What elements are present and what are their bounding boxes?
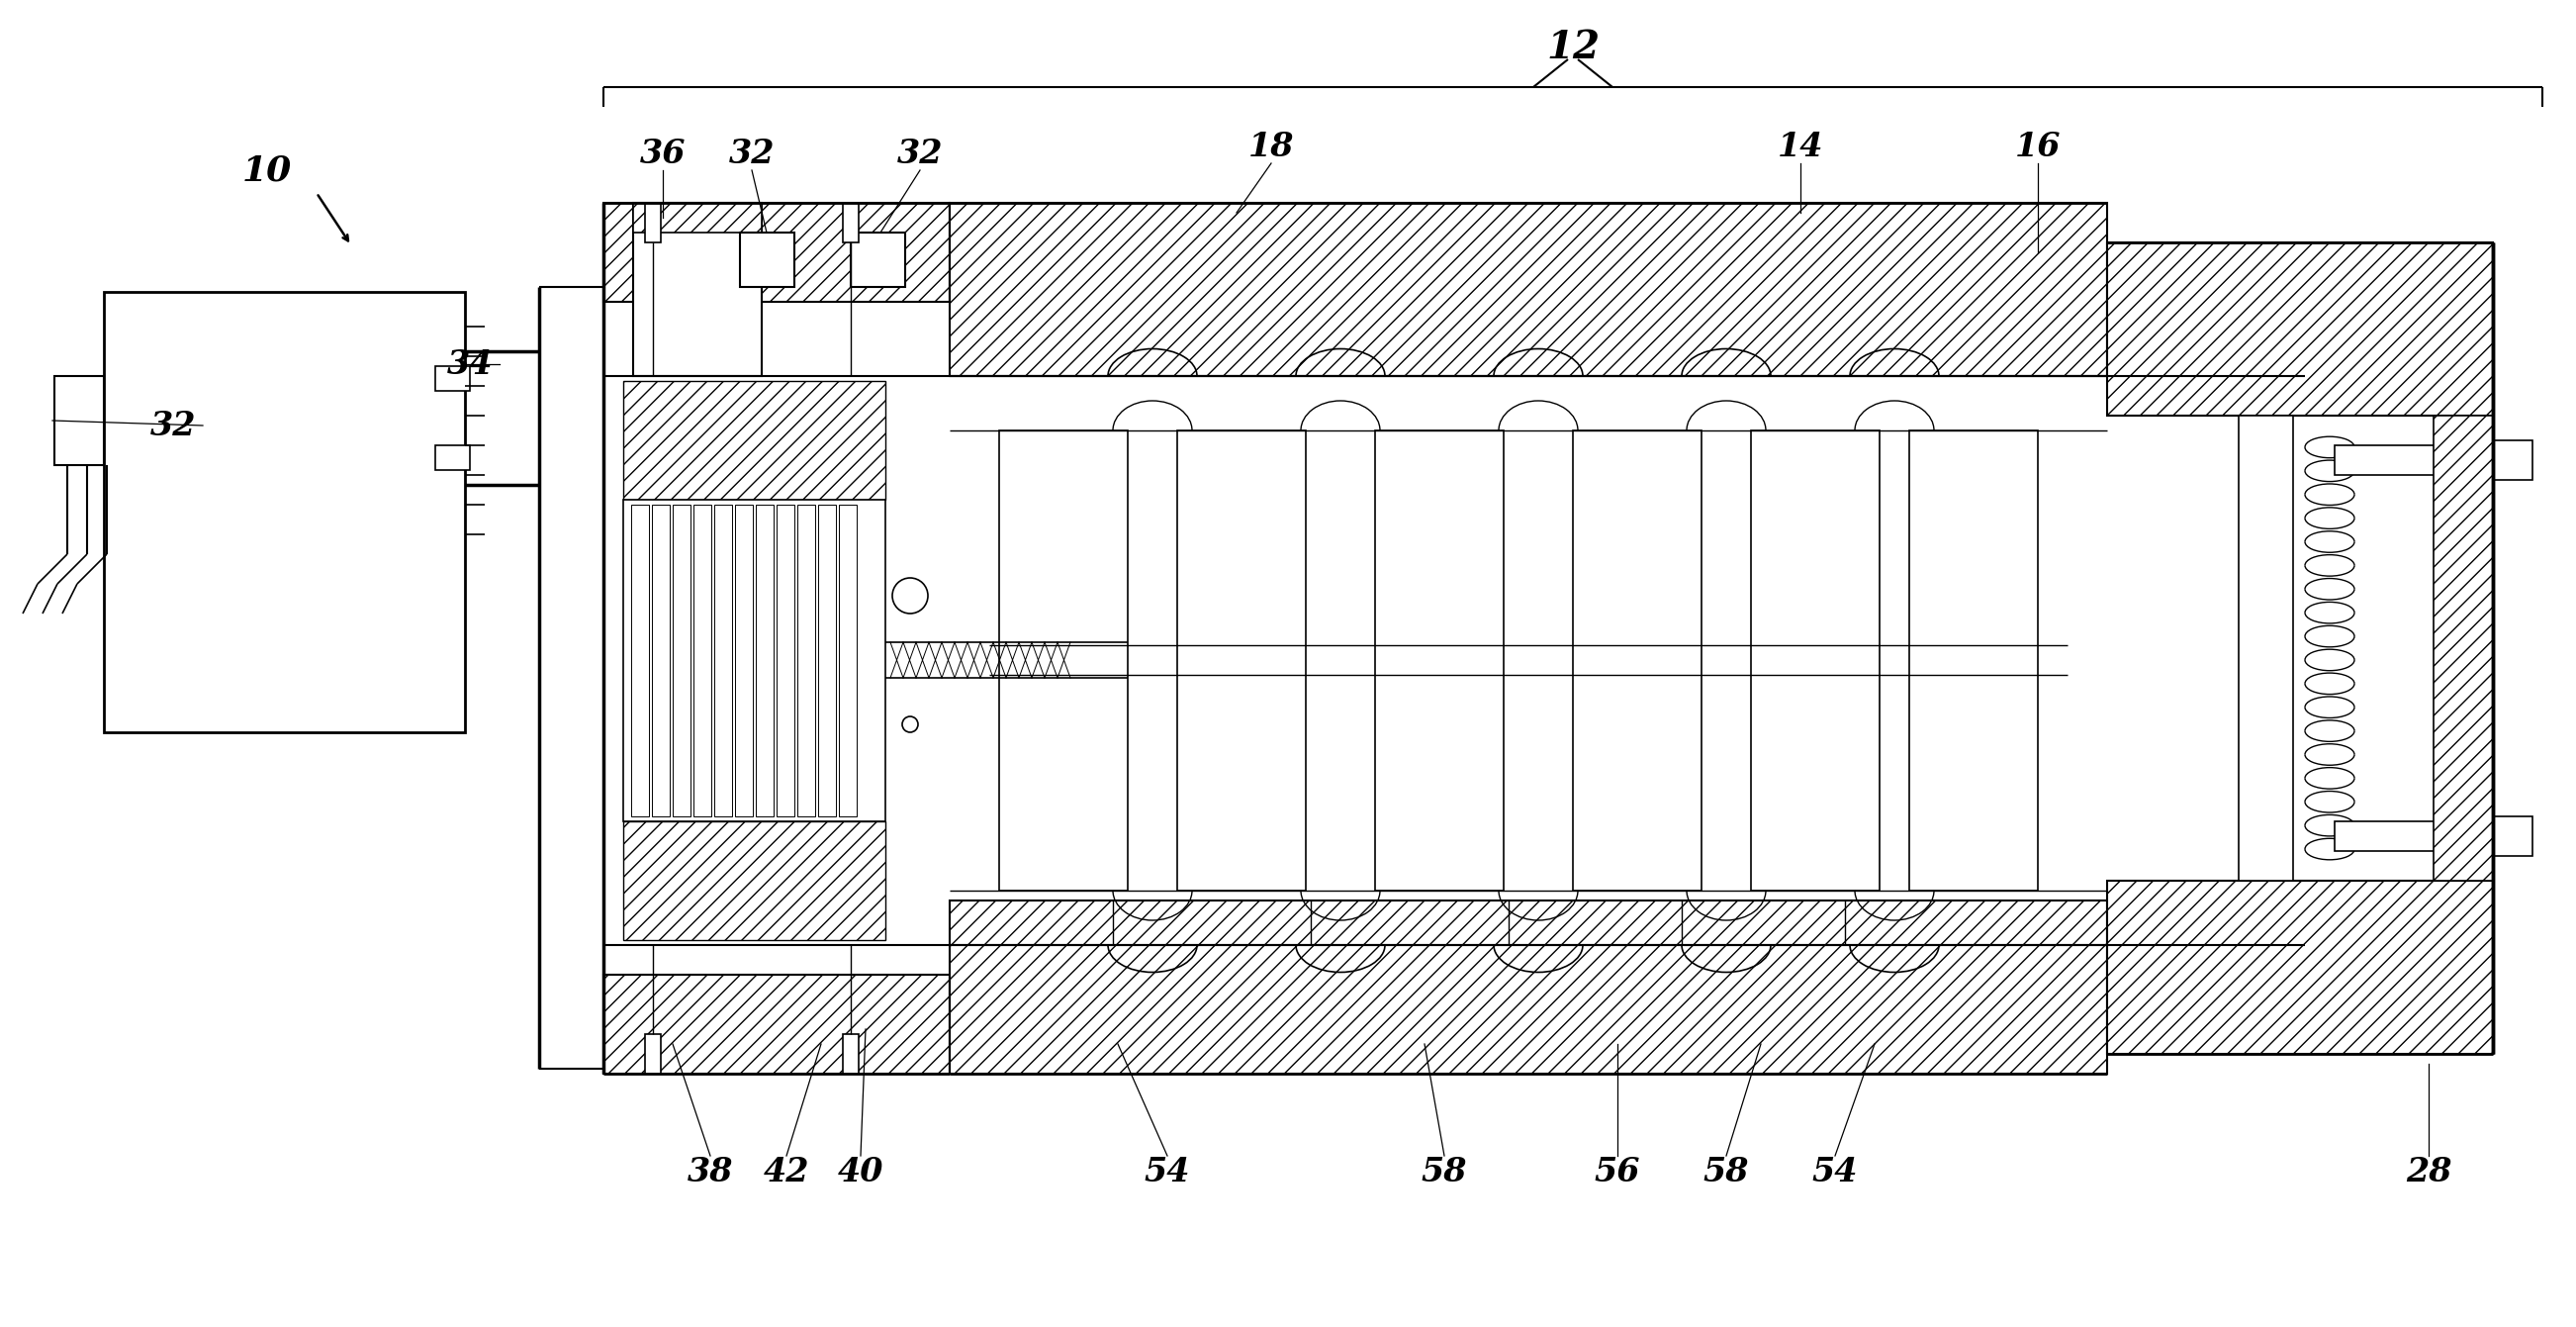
Bar (2334, 821, 2494, 851)
Text: 18: 18 (1249, 130, 1293, 163)
Bar (819, 504, 837, 816)
Bar (644, 203, 662, 243)
Text: 40: 40 (837, 1156, 884, 1189)
Text: 12: 12 (1546, 29, 1600, 66)
Text: 38: 38 (688, 1156, 734, 1189)
Bar (54, 376, 103, 464)
Text: 16: 16 (2014, 130, 2061, 163)
Bar (842, 1034, 858, 1074)
Bar (850, 232, 904, 287)
Text: 42: 42 (762, 1156, 809, 1189)
Bar (603, 203, 951, 301)
Text: 56: 56 (1595, 1156, 1641, 1189)
Bar (2463, 441, 2532, 480)
Text: 34: 34 (446, 348, 492, 381)
Text: 32: 32 (149, 409, 196, 442)
Bar (2107, 243, 2494, 415)
Bar (623, 821, 886, 940)
Bar (2334, 446, 2494, 475)
Text: 58: 58 (1422, 1156, 1468, 1189)
Bar (2434, 415, 2494, 881)
Bar (1376, 430, 1504, 890)
Bar (435, 446, 469, 470)
Bar (842, 203, 858, 243)
Bar (840, 504, 858, 816)
Bar (2463, 816, 2532, 856)
Text: 28: 28 (2406, 1156, 2452, 1189)
Bar (603, 975, 951, 1074)
Bar (435, 366, 469, 391)
Bar (2107, 881, 2494, 1054)
Bar (714, 504, 732, 816)
Text: 32: 32 (729, 137, 775, 170)
Bar (1177, 430, 1306, 890)
Text: 14: 14 (1777, 130, 1824, 163)
Text: 54: 54 (1811, 1156, 1857, 1189)
Bar (623, 381, 886, 500)
Bar (1909, 430, 2038, 890)
Bar (799, 504, 814, 816)
Text: 36: 36 (639, 137, 685, 170)
Bar (755, 504, 773, 816)
Bar (672, 504, 690, 816)
Bar (1752, 430, 1880, 890)
Bar (623, 500, 886, 821)
Bar (1574, 430, 1703, 890)
Bar (775, 504, 793, 816)
Text: 58: 58 (1703, 1156, 1749, 1189)
Bar (634, 203, 762, 232)
Bar (951, 901, 2107, 1074)
Text: 10: 10 (242, 154, 291, 187)
Bar (652, 504, 670, 816)
Bar (103, 292, 464, 733)
Bar (739, 232, 793, 287)
Bar (693, 504, 711, 816)
Bar (734, 504, 752, 816)
Text: 32: 32 (896, 137, 943, 170)
Bar (644, 1034, 662, 1074)
Bar (2239, 415, 2293, 881)
Text: 54: 54 (1144, 1156, 1190, 1189)
Bar (634, 203, 762, 376)
Bar (999, 430, 1128, 890)
Bar (631, 504, 649, 816)
Bar (951, 203, 2107, 376)
